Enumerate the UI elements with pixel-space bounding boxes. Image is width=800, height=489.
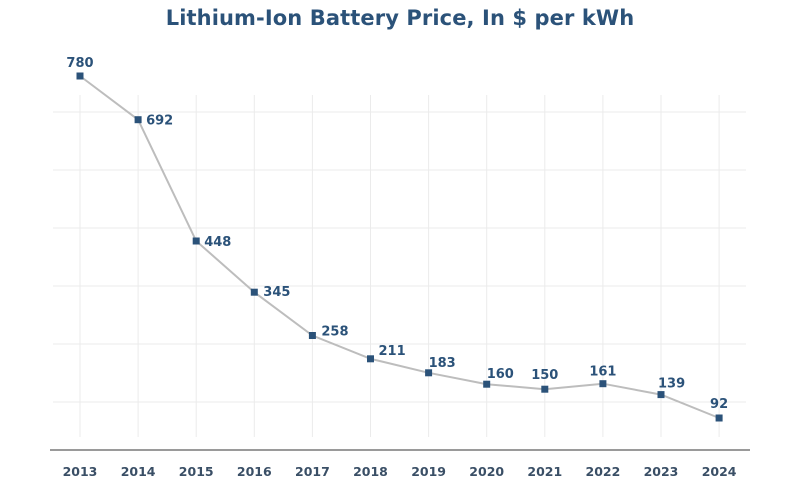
x-tick-label: 2013 xyxy=(63,464,98,479)
data-label: 161 xyxy=(589,365,616,380)
x-tick-label: 2016 xyxy=(237,464,272,479)
data-point-marker xyxy=(541,385,549,393)
data-markers xyxy=(76,72,723,422)
horizontal-gridlines xyxy=(53,111,746,403)
x-tick-label: 2014 xyxy=(121,464,156,479)
data-point-marker xyxy=(76,72,84,80)
x-tick-label: 2024 xyxy=(702,464,737,479)
data-point-marker xyxy=(715,414,723,422)
chart-title: Lithium-Ion Battery Price, In $ per kWh xyxy=(165,6,635,30)
x-tick-label: 2015 xyxy=(179,464,214,479)
data-point-marker xyxy=(367,355,374,363)
x-tick-label: 2021 xyxy=(527,464,562,479)
data-label: 211 xyxy=(379,344,406,359)
data-point-marker xyxy=(192,237,200,245)
x-tick-label: 2023 xyxy=(644,464,679,479)
data-label: 692 xyxy=(146,114,173,129)
data-point-marker xyxy=(425,369,433,377)
data-point-marker xyxy=(483,380,491,388)
data-labels: 780 692 448 345 258 211 183 160 150 161 139 92 xyxy=(66,56,728,412)
data-point-marker xyxy=(250,288,258,296)
data-label: 258 xyxy=(321,325,348,340)
series-line xyxy=(79,75,720,419)
data-point-marker xyxy=(308,332,316,339)
x-tick-label: 2018 xyxy=(353,464,388,479)
data-label: 92 xyxy=(710,397,728,412)
data-label: 780 xyxy=(66,56,93,71)
data-point-marker xyxy=(599,380,607,388)
data-point-marker xyxy=(657,391,665,399)
x-tick-label: 2017 xyxy=(295,464,330,479)
vertical-gridlines xyxy=(79,95,720,437)
data-label: 160 xyxy=(487,367,514,382)
data-label: 345 xyxy=(263,285,290,300)
x-tick-label: 2022 xyxy=(586,464,621,479)
data-label: 448 xyxy=(204,235,231,250)
data-point-marker xyxy=(134,116,142,124)
x-tick-label: 2020 xyxy=(469,464,504,479)
data-label: 139 xyxy=(658,377,685,392)
x-tick-labels: 2013 2014 2015 2016 2017 2018 2019 2020 2021 2022… xyxy=(63,464,737,479)
data-label: 150 xyxy=(531,368,558,383)
x-tick-label: 2019 xyxy=(411,464,446,479)
data-label: 183 xyxy=(429,356,456,371)
